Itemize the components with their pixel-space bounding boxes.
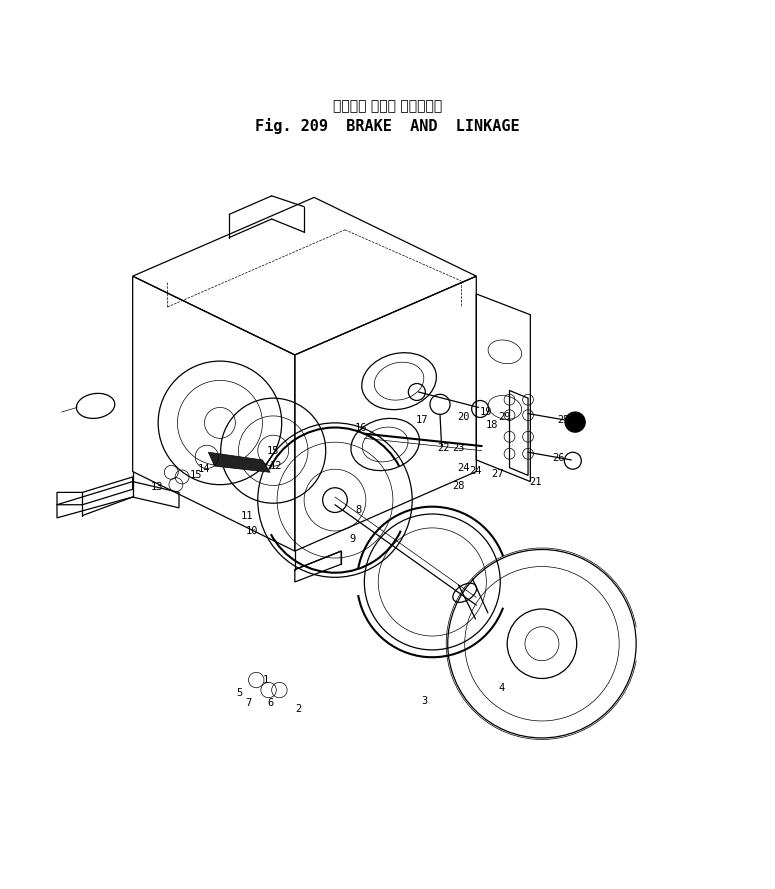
Text: 13: 13 (151, 482, 164, 492)
Text: 22: 22 (437, 444, 450, 453)
Text: 12: 12 (269, 461, 282, 471)
Text: 1: 1 (263, 675, 269, 685)
Circle shape (565, 412, 585, 432)
Text: 15: 15 (267, 445, 280, 456)
Text: 15: 15 (190, 470, 202, 480)
Text: 14: 14 (198, 464, 210, 474)
Text: 4: 4 (498, 683, 505, 693)
Text: 24: 24 (470, 466, 482, 476)
Text: 11: 11 (241, 510, 253, 521)
Text: 26: 26 (553, 453, 565, 463)
Text: 2: 2 (295, 703, 301, 714)
Text: Fig. 209  BRAKE  AND  LINKAGE: Fig. 209 BRAKE AND LINKAGE (255, 118, 520, 134)
Text: 3: 3 (422, 696, 428, 706)
Text: 19: 19 (480, 407, 493, 417)
Text: 17: 17 (416, 415, 429, 425)
Text: 9: 9 (350, 533, 356, 544)
Text: 21: 21 (529, 477, 542, 486)
Text: 28: 28 (453, 481, 465, 492)
Text: 16: 16 (354, 422, 367, 433)
Text: 27: 27 (491, 469, 504, 479)
Text: 24: 24 (457, 462, 470, 473)
Text: 29: 29 (498, 412, 512, 421)
Polygon shape (208, 453, 270, 472)
Text: 7: 7 (246, 698, 252, 709)
Text: 23: 23 (453, 443, 465, 453)
Text: 5: 5 (236, 688, 243, 698)
Text: 18: 18 (485, 420, 498, 430)
Text: 6: 6 (267, 698, 274, 709)
Text: ブレーキ および リンケージ: ブレーキ および リンケージ (333, 100, 442, 113)
Text: 8: 8 (355, 505, 361, 515)
Text: 10: 10 (246, 526, 259, 536)
Text: 25: 25 (557, 415, 570, 425)
Text: 20: 20 (457, 412, 470, 422)
